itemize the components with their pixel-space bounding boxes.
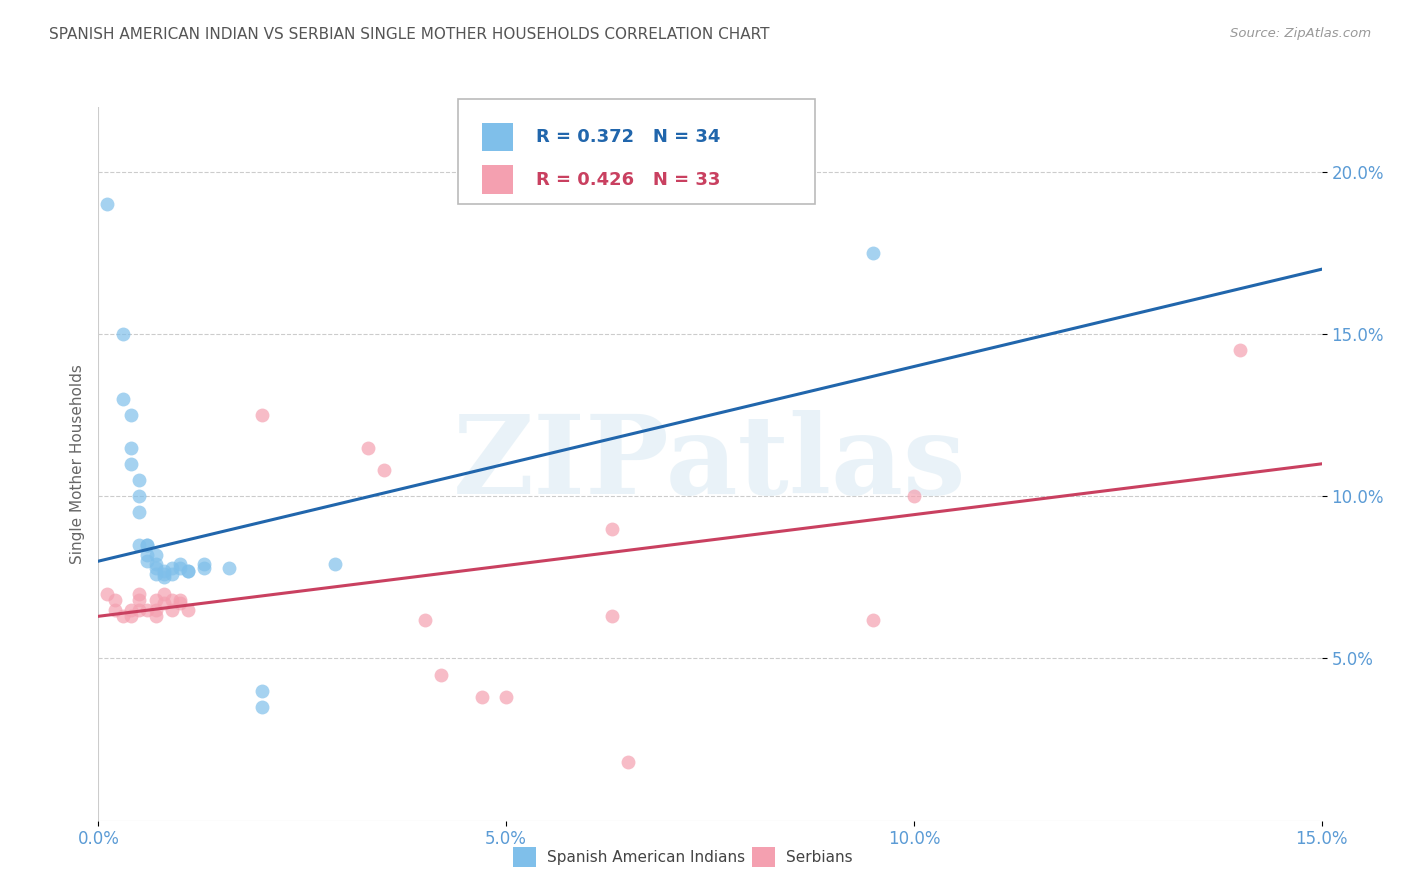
Point xyxy=(145,558,167,572)
Point xyxy=(413,613,436,627)
Point xyxy=(128,593,150,607)
Point xyxy=(177,564,200,578)
Point xyxy=(111,392,134,406)
Point xyxy=(600,609,623,624)
Point xyxy=(152,564,174,578)
Point xyxy=(120,408,142,422)
Point xyxy=(193,560,215,574)
Point xyxy=(169,596,191,610)
Point xyxy=(1229,343,1251,358)
Point xyxy=(160,567,183,582)
Point xyxy=(177,603,200,617)
Point xyxy=(145,609,167,624)
Text: Serbians: Serbians xyxy=(786,850,852,864)
Point xyxy=(145,603,167,617)
Point xyxy=(169,558,191,572)
Point xyxy=(145,567,167,582)
Point xyxy=(111,327,134,342)
Point xyxy=(600,522,623,536)
Point xyxy=(862,613,884,627)
Point xyxy=(120,609,142,624)
Point xyxy=(250,684,273,698)
Point xyxy=(96,586,118,600)
Point xyxy=(128,586,150,600)
Point xyxy=(152,570,174,584)
Point xyxy=(120,441,142,455)
Point xyxy=(356,441,378,455)
Point xyxy=(152,586,174,600)
Text: R = 0.372   N = 34: R = 0.372 N = 34 xyxy=(536,128,720,146)
Point xyxy=(120,603,142,617)
Text: Spanish American Indians: Spanish American Indians xyxy=(547,850,745,864)
Point xyxy=(104,593,127,607)
Point xyxy=(177,564,200,578)
Point xyxy=(136,538,159,552)
Point xyxy=(903,489,925,503)
Point xyxy=(96,197,118,211)
Point xyxy=(617,756,640,770)
Point xyxy=(128,473,150,487)
Point xyxy=(111,609,134,624)
Point xyxy=(152,567,174,582)
Point xyxy=(169,560,191,574)
Text: Source: ZipAtlas.com: Source: ZipAtlas.com xyxy=(1230,27,1371,40)
Point xyxy=(373,463,395,477)
Point xyxy=(136,538,159,552)
Text: SPANISH AMERICAN INDIAN VS SERBIAN SINGLE MOTHER HOUSEHOLDS CORRELATION CHART: SPANISH AMERICAN INDIAN VS SERBIAN SINGL… xyxy=(49,27,769,42)
Point xyxy=(136,603,159,617)
Point xyxy=(128,506,150,520)
Point xyxy=(323,558,346,572)
Point xyxy=(128,489,150,503)
Point xyxy=(128,538,150,552)
Text: ZIPatlas: ZIPatlas xyxy=(453,410,967,517)
Y-axis label: Single Mother Households: Single Mother Households xyxy=(69,364,84,564)
Point xyxy=(145,593,167,607)
Point xyxy=(160,560,183,574)
Point xyxy=(218,560,240,574)
Point xyxy=(169,593,191,607)
Point xyxy=(152,596,174,610)
Point xyxy=(193,558,215,572)
Point xyxy=(136,548,159,562)
Point xyxy=(145,560,167,574)
Text: R = 0.426   N = 33: R = 0.426 N = 33 xyxy=(536,170,720,188)
Point xyxy=(104,603,127,617)
Point xyxy=(430,667,453,681)
Point xyxy=(471,690,494,705)
Point xyxy=(128,603,150,617)
Point xyxy=(136,554,159,568)
Point xyxy=(862,246,884,260)
Point xyxy=(160,603,183,617)
Point xyxy=(250,700,273,714)
Point xyxy=(120,457,142,471)
Point xyxy=(250,408,273,422)
Point xyxy=(160,593,183,607)
Point xyxy=(145,548,167,562)
Point xyxy=(495,690,517,705)
